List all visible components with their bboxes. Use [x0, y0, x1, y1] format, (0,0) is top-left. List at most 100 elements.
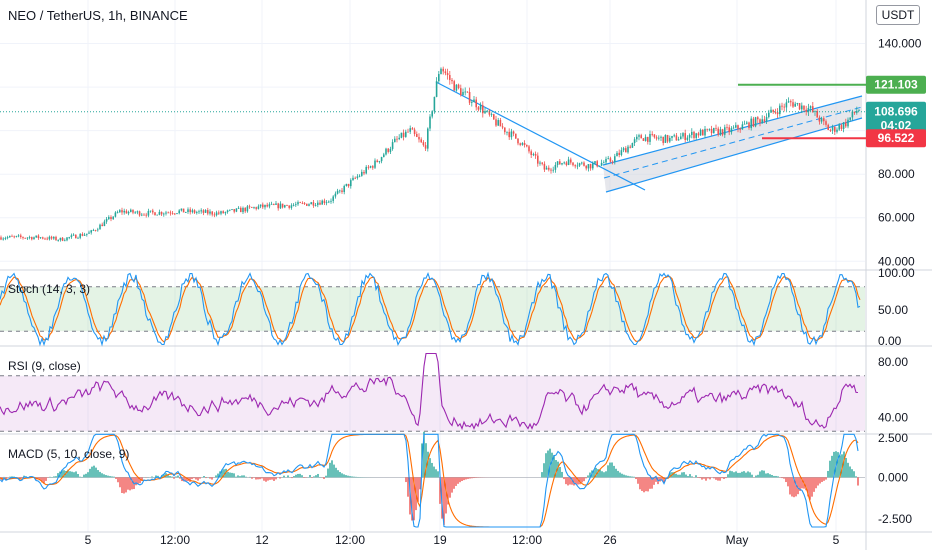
candle-body: [229, 209, 231, 211]
candle-body: [662, 136, 664, 143]
candle-body: [116, 212, 119, 214]
candle-body: [647, 136, 649, 142]
macd-histogram-bar: [709, 477, 711, 480]
candle-body: [781, 105, 783, 107]
candle-body: [482, 105, 484, 114]
time-axis-label: 5: [85, 533, 92, 547]
candle-body: [548, 167, 550, 170]
chart-title: NEO / TetherUS, 1h, BINANCE: [8, 8, 188, 23]
candle-body: [290, 205, 293, 208]
macd-histogram-bar: [757, 474, 759, 478]
candle-body: [413, 129, 416, 135]
candle-body: [695, 133, 697, 138]
candle-body: [242, 207, 244, 213]
macd-histogram-bar: [827, 470, 829, 478]
macd-histogram-bar: [265, 477, 267, 482]
candle-body: [805, 109, 807, 112]
macd-histogram-bar: [431, 462, 433, 478]
candle-body: [552, 169, 554, 171]
candle-body: [741, 124, 744, 130]
candle-body: [193, 210, 196, 213]
candle-body: [257, 206, 260, 209]
macd-histogram-bar: [451, 477, 453, 493]
candle-body: [13, 236, 15, 238]
candle-body: [369, 166, 372, 168]
macd-histogram-bar: [805, 477, 807, 491]
macd-histogram-bar: [815, 477, 817, 489]
macd-histogram-bar: [77, 473, 79, 478]
candle-body: [682, 133, 684, 137]
candle-body: [248, 206, 251, 208]
macd-histogram-bar: [651, 477, 653, 489]
macd-histogram-bar: [163, 474, 165, 478]
candle-body: [356, 176, 359, 178]
candle-body: [702, 129, 704, 136]
macd-histogram-bar: [737, 472, 739, 478]
macd-histogram-bar: [203, 476, 205, 478]
macd-histogram-bar: [273, 477, 275, 481]
candle-body: [176, 213, 178, 214]
candle-body: [156, 214, 158, 216]
candle-body: [594, 161, 596, 164]
candle-body: [55, 236, 57, 241]
candle-body: [598, 165, 601, 167]
currency-unit-button[interactable]: USDT: [876, 5, 920, 25]
macd-histogram-bar: [331, 460, 333, 478]
candle-body: [856, 110, 858, 113]
macd-histogram-bar: [643, 477, 645, 493]
macd-histogram-bar: [223, 469, 225, 478]
candle-body: [380, 157, 383, 162]
candle-body: [224, 212, 227, 214]
macd-histogram-bar: [417, 477, 419, 502]
macd-histogram-bar: [349, 476, 351, 478]
macd-histogram-bar: [341, 473, 343, 478]
candle-body: [431, 111, 433, 117]
candle-body: [578, 163, 581, 166]
candle-body: [317, 202, 319, 206]
candle-body: [328, 201, 330, 203]
candle-body: [660, 136, 662, 138]
macd-histogram-bar: [21, 477, 23, 479]
candle-body: [59, 237, 62, 241]
candle-body: [6, 237, 9, 239]
macd-histogram-bar: [747, 471, 749, 478]
candle-body: [847, 119, 849, 127]
candle-body: [785, 102, 788, 108]
candle-body: [57, 240, 59, 241]
macd-histogram-bar: [547, 450, 549, 478]
candle-body: [114, 212, 117, 217]
macd-histogram-bar: [701, 477, 703, 480]
macd-histogram-bar: [597, 469, 599, 478]
candle-body: [453, 81, 455, 91]
candle-body: [433, 96, 436, 112]
candle-body: [334, 193, 337, 197]
candle-body: [149, 210, 152, 212]
candle-body: [244, 207, 246, 212]
macd-histogram-bar: [117, 477, 119, 483]
macd-histogram-bar: [193, 477, 195, 479]
candle-body: [345, 183, 348, 186]
macd-histogram-bar: [707, 477, 709, 479]
macd-histogram-bar: [427, 451, 429, 478]
support-tag-label: 96.522: [878, 131, 915, 145]
candle-body: [246, 206, 249, 212]
macd-histogram-bar: [301, 475, 303, 478]
candles: [0, 66, 860, 242]
candle-body: [834, 126, 836, 132]
candle-body: [405, 131, 407, 137]
macd-histogram-bar: [93, 465, 95, 478]
candle-body: [816, 111, 818, 118]
candle-body: [295, 204, 297, 206]
macd-histogram-bar: [229, 472, 231, 478]
macd-histogram-bar: [649, 477, 651, 489]
macd-histogram-bar: [613, 465, 615, 478]
macd-histogram-bar: [729, 470, 731, 478]
candle-body: [790, 101, 792, 103]
macd-histogram-bar: [209, 477, 211, 479]
candle-body: [706, 128, 708, 130]
macd-histogram-bar: [593, 469, 595, 478]
macd-histogram-bar: [295, 474, 297, 478]
candle-body: [301, 202, 304, 204]
candle-body: [565, 162, 568, 165]
